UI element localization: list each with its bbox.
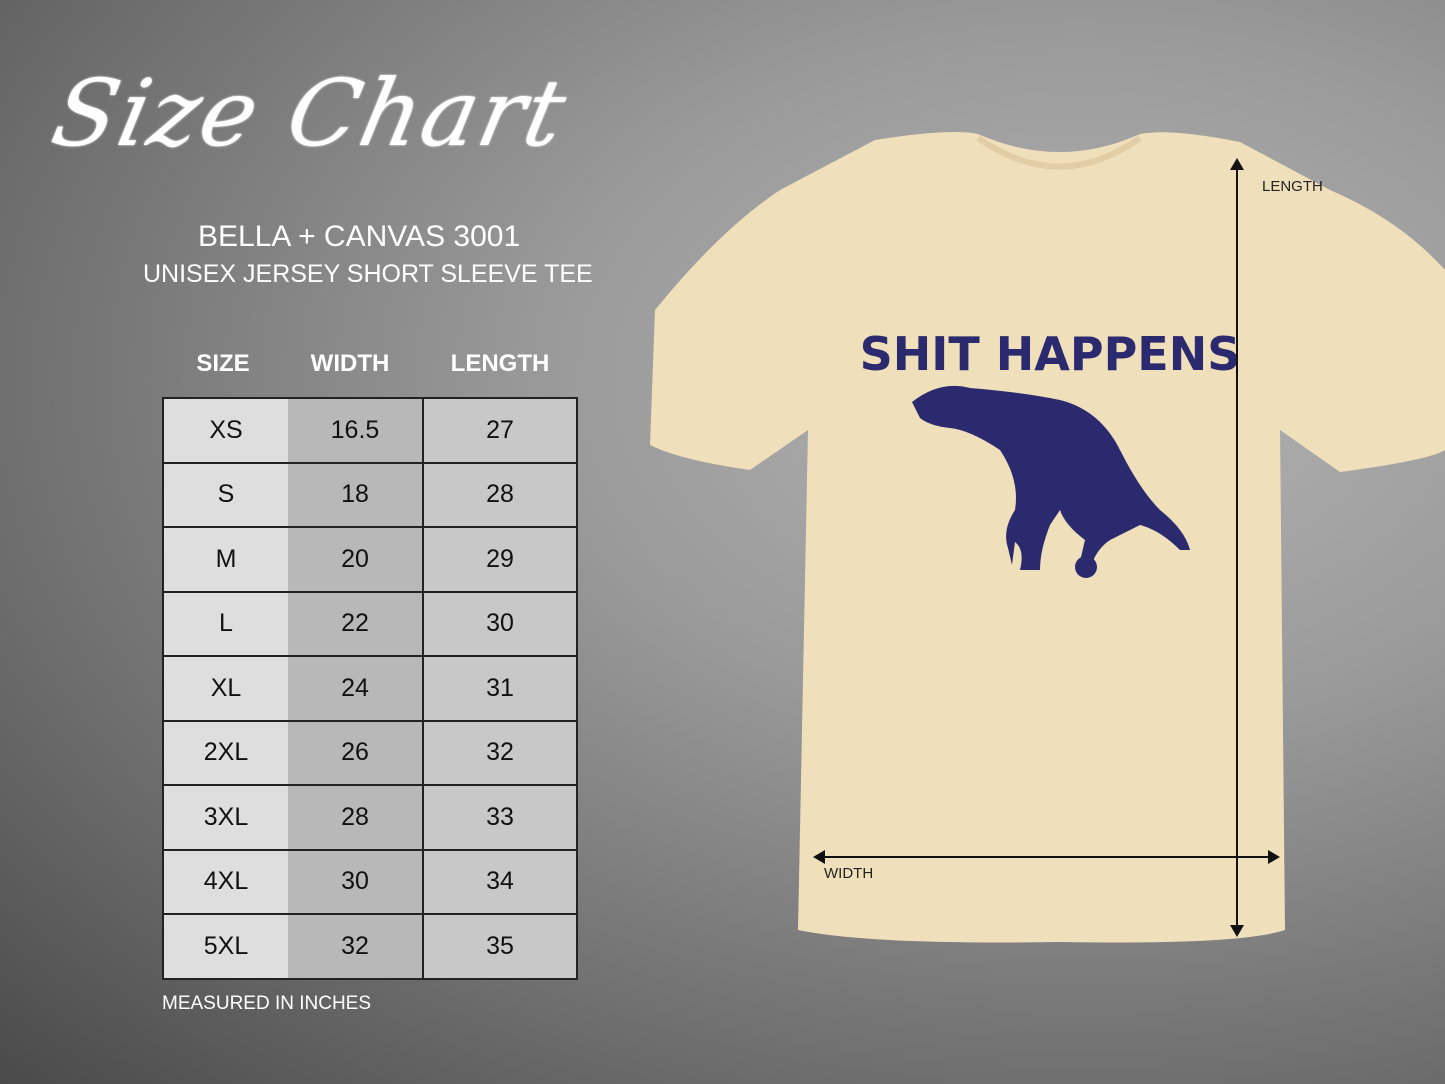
width-label: WIDTH	[824, 865, 873, 882]
cell-size: 2XL	[163, 719, 288, 786]
cell-width: 20	[288, 526, 423, 593]
table-row: 3XL 28 33	[163, 784, 577, 851]
collar	[976, 135, 1142, 170]
cell-length: 32	[422, 719, 577, 786]
column-header-length: LENGTH	[450, 350, 550, 377]
cell-size: L	[163, 590, 288, 657]
table-row: XS 16.5 27	[163, 397, 577, 464]
cell-length: 33	[422, 784, 577, 851]
tshirt-shape	[650, 132, 1445, 943]
cell-length: 35	[422, 913, 577, 980]
product-subtitle: UNISEX JERSEY SHORT SLEEVE TEE	[143, 260, 593, 288]
cell-length: 34	[422, 848, 577, 915]
todd-art-logo	[1075, 556, 1097, 578]
cell-length: 29	[422, 526, 577, 593]
table-row: 5XL 32 35	[163, 913, 577, 980]
cell-size: 3XL	[163, 784, 288, 851]
cell-width: 16.5	[288, 397, 423, 464]
cell-size: 5XL	[163, 913, 288, 980]
dog-silhouette	[912, 385, 1190, 570]
size-table: XS 16.5 27 S 18 28 M 20 29 L 22 30 XL 24 31 2XL 26 32 3XL 2…	[162, 397, 578, 980]
size-chart-title: Size Chart	[43, 60, 577, 167]
table-row: L 22 30	[163, 590, 577, 657]
cell-size: M	[163, 526, 288, 593]
brand-model: BELLA + CANVAS 3001	[198, 220, 521, 253]
cell-width: 26	[288, 719, 423, 786]
column-header-width: WIDTH	[310, 350, 390, 377]
cell-length: 31	[422, 655, 577, 722]
tshirt-diagram: SHIT HAPPENS LENGTH WIDTH	[650, 132, 1445, 943]
cell-width: 30	[288, 848, 423, 915]
cell-width: 28	[288, 784, 423, 851]
cell-size: 4XL	[163, 848, 288, 915]
table-row: M 20 29	[163, 526, 577, 593]
cell-length: 28	[422, 461, 577, 528]
print-text: SHIT HAPPENS	[860, 327, 1241, 381]
cell-width: 22	[288, 590, 423, 657]
cell-width: 18	[288, 461, 423, 528]
column-header-size: SIZE	[196, 350, 250, 377]
cell-length: 30	[422, 590, 577, 657]
poop-icon	[1082, 512, 1098, 528]
measurement-note: MEASURED IN INCHES	[162, 993, 372, 1014]
cell-width: 24	[288, 655, 423, 722]
table-row: XL 24 31	[163, 655, 577, 722]
cell-size: XL	[163, 655, 288, 722]
cell-size: XS	[163, 397, 288, 464]
cell-size: S	[163, 461, 288, 528]
length-label: LENGTH	[1262, 178, 1323, 195]
table-row: 2XL 26 32	[163, 719, 577, 786]
cell-length: 27	[422, 397, 577, 464]
cell-width: 32	[288, 913, 423, 980]
table-row: S 18 28	[163, 461, 577, 528]
table-row: 4XL 30 34	[163, 848, 577, 915]
